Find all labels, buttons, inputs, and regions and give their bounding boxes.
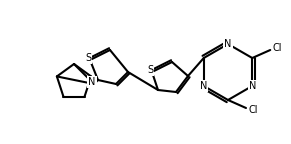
Text: N: N [224,39,232,49]
Text: Cl: Cl [248,105,258,115]
Text: N: N [249,81,256,91]
Text: Cl: Cl [272,43,282,53]
Text: N: N [88,77,96,87]
Text: N: N [200,81,207,91]
Text: S: S [147,65,153,75]
Text: S: S [85,53,91,63]
